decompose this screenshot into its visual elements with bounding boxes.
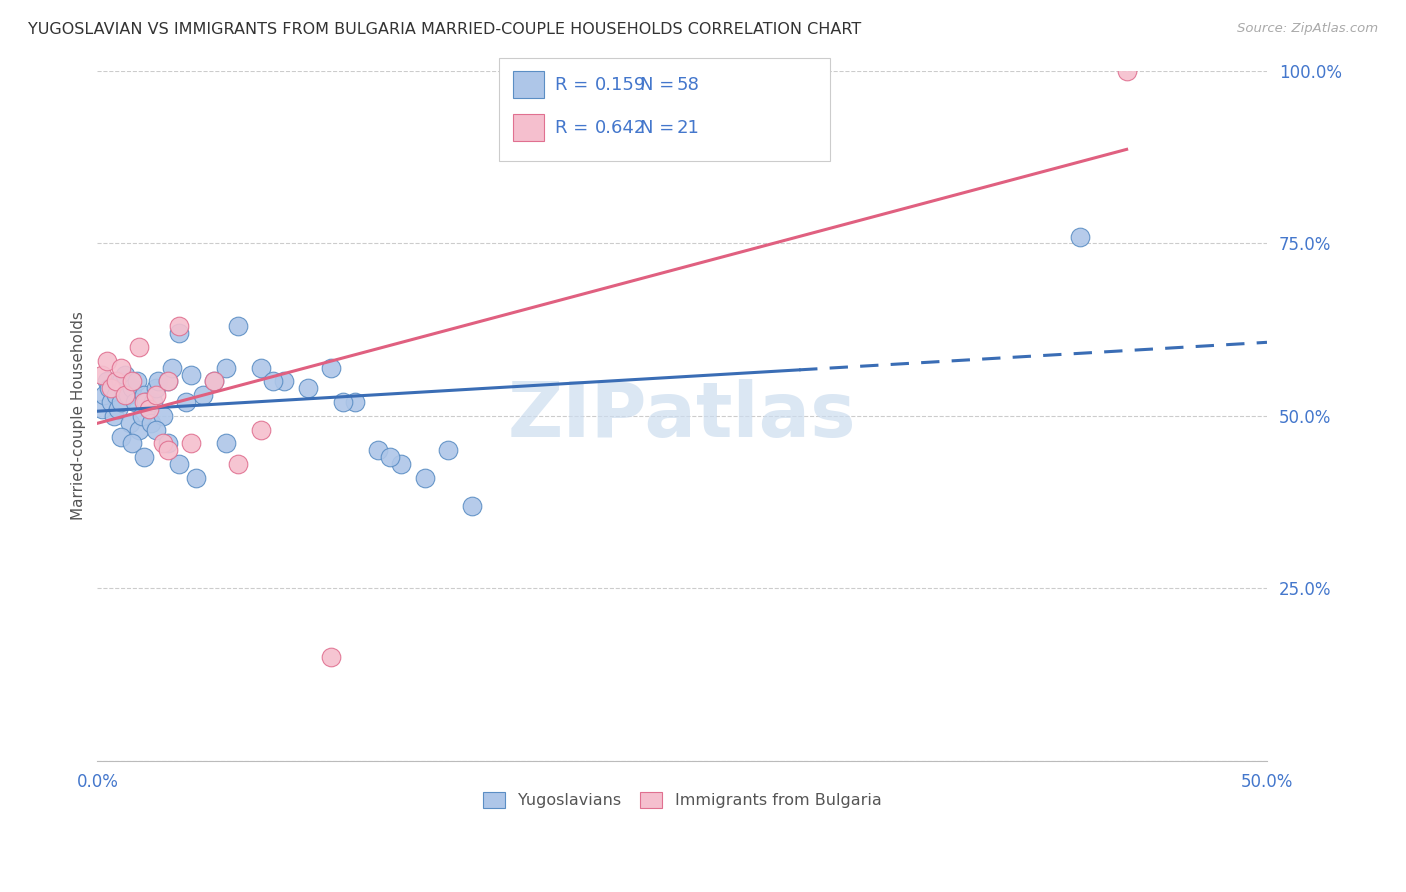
- Point: [215, 360, 238, 375]
- Point: [321, 360, 343, 375]
- Point: [110, 395, 132, 409]
- Point: [156, 375, 179, 389]
- Text: Source: ZipAtlas.com: Source: ZipAtlas.com: [1237, 22, 1378, 36]
- Point: [167, 319, 190, 334]
- Point: [107, 402, 129, 417]
- Text: R =: R =: [555, 119, 595, 136]
- Point: [297, 381, 319, 395]
- Text: 0.159: 0.159: [595, 76, 647, 94]
- Point: [91, 402, 114, 417]
- Point: [121, 375, 143, 389]
- Point: [96, 375, 118, 389]
- Point: [391, 457, 413, 471]
- Point: [174, 395, 197, 409]
- Point: [96, 353, 118, 368]
- Text: YUGOSLAVIAN VS IMMIGRANTS FROM BULGARIA MARRIED-COUPLE HOUSEHOLDS CORRELATION CH: YUGOSLAVIAN VS IMMIGRANTS FROM BULGARIA …: [28, 22, 862, 37]
- Text: 0.642: 0.642: [595, 119, 647, 136]
- Point: [184, 471, 207, 485]
- Point: [413, 471, 436, 485]
- Point: [127, 375, 149, 389]
- Point: [321, 650, 343, 665]
- Point: [100, 395, 122, 409]
- Text: N =: N =: [640, 119, 679, 136]
- Point: [378, 450, 401, 465]
- Point: [156, 436, 179, 450]
- Point: [156, 443, 179, 458]
- Point: [114, 368, 136, 382]
- Point: [1115, 64, 1137, 78]
- Point: [250, 360, 273, 375]
- Point: [138, 402, 160, 417]
- Legend: Yugoslavians, Immigrants from Bulgaria: Yugoslavians, Immigrants from Bulgaria: [477, 786, 889, 814]
- Point: [124, 395, 146, 409]
- Point: [131, 409, 153, 423]
- Point: [121, 436, 143, 450]
- Point: [110, 429, 132, 443]
- Point: [138, 402, 160, 417]
- Point: [98, 381, 121, 395]
- Point: [121, 381, 143, 395]
- Point: [437, 443, 460, 458]
- Point: [152, 436, 174, 450]
- Point: [145, 381, 167, 395]
- Point: [110, 375, 132, 389]
- Point: [160, 360, 183, 375]
- Point: [142, 395, 165, 409]
- Point: [112, 381, 135, 395]
- Point: [180, 436, 202, 450]
- Point: [93, 388, 115, 402]
- Y-axis label: Married-couple Households: Married-couple Households: [72, 311, 86, 520]
- Point: [117, 388, 139, 402]
- Point: [167, 326, 190, 340]
- Point: [273, 375, 295, 389]
- Text: 58: 58: [676, 76, 699, 94]
- Point: [145, 388, 167, 402]
- Text: ZIPatlas: ZIPatlas: [508, 379, 856, 453]
- Point: [110, 360, 132, 375]
- Point: [367, 443, 389, 458]
- Text: N =: N =: [640, 76, 679, 94]
- Point: [145, 423, 167, 437]
- Point: [167, 457, 190, 471]
- Point: [128, 423, 150, 437]
- Point: [343, 395, 366, 409]
- Text: R =: R =: [555, 76, 595, 94]
- Point: [1069, 229, 1091, 244]
- Point: [91, 368, 114, 382]
- Point: [332, 395, 354, 409]
- Point: [134, 450, 156, 465]
- Point: [103, 409, 125, 423]
- Point: [262, 375, 284, 389]
- Point: [202, 375, 225, 389]
- Point: [152, 409, 174, 423]
- Point: [100, 381, 122, 395]
- Point: [202, 375, 225, 389]
- Point: [191, 388, 214, 402]
- Point: [146, 375, 169, 389]
- Text: 21: 21: [676, 119, 699, 136]
- Point: [105, 388, 128, 402]
- Point: [135, 395, 157, 409]
- Point: [250, 423, 273, 437]
- Point: [180, 368, 202, 382]
- Point: [114, 388, 136, 402]
- Point: [460, 499, 482, 513]
- Point: [134, 388, 156, 402]
- Point: [105, 375, 128, 389]
- Point: [120, 416, 142, 430]
- Point: [134, 395, 156, 409]
- Point: [156, 375, 179, 389]
- Point: [226, 457, 249, 471]
- Point: [141, 416, 163, 430]
- Point: [215, 436, 238, 450]
- Point: [226, 319, 249, 334]
- Point: [128, 340, 150, 354]
